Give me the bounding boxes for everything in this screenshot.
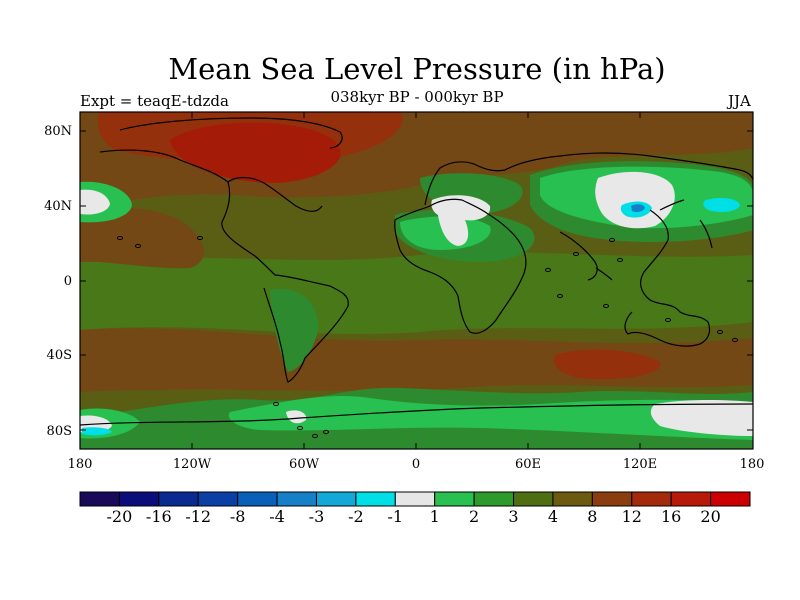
island-outline [323, 429, 329, 435]
cyan-antarctic-spot [82, 427, 112, 436]
lon-label-120e: 120E [622, 457, 658, 472]
lat-label-40n: 40N [44, 199, 72, 214]
colorbar-label: 8 [587, 507, 598, 526]
island-outline [545, 267, 551, 273]
lon-label-60w: 60W [289, 457, 319, 472]
colorbar-swatch [552, 491, 593, 507]
colorbar-swatch [315, 491, 357, 507]
colorbar-label: -16 [145, 507, 172, 526]
island-outline [297, 425, 303, 431]
brown-pacific-region [80, 208, 204, 269]
white-west-pacific [80, 189, 110, 215]
bright-green-antarctic [228, 395, 753, 440]
colorbar-label: -20 [106, 507, 133, 526]
colorbar-label: -8 [229, 507, 246, 526]
island-outline [312, 433, 318, 439]
colorbar-swatch [670, 491, 712, 507]
lon-label-180e: 180 [739, 457, 765, 472]
island-outline [732, 337, 738, 343]
colorbar-swatch [158, 491, 199, 507]
colorbar-swatch [79, 491, 120, 507]
colorbar-label: 2 [469, 507, 480, 526]
island-outline [617, 257, 623, 263]
colorbar-label: -12 [185, 507, 212, 526]
island-outlines [117, 235, 738, 439]
season-label: JJA [728, 92, 751, 110]
colorbar-label: 4 [547, 507, 559, 526]
colorbar-label: -3 [308, 507, 325, 526]
colorbar-swatch [710, 491, 751, 507]
colorbar-label: 12 [621, 507, 642, 526]
white-east-antarctica [650, 400, 753, 436]
lat-label-80s: 80S [46, 424, 72, 439]
lat-label-equator: 0 [63, 274, 72, 289]
lon-label-0: 0 [411, 457, 421, 472]
colorbar-swatch [513, 491, 554, 507]
colorbar-swatch [473, 491, 515, 507]
lon-label-180w: 180 [67, 457, 93, 472]
red-canada-high [170, 122, 341, 183]
tropical-green-band [80, 252, 753, 334]
colorbar-label: 3 [508, 507, 519, 526]
colorbar-label: 1 [429, 507, 440, 526]
colorbar-label: 20 [700, 507, 721, 526]
colorbar-label: -2 [348, 507, 364, 526]
white-mediterranean [431, 195, 491, 246]
colorbar-swatch [197, 491, 239, 507]
colorbar-swatch [118, 491, 160, 507]
colorbar-label: 16 [660, 507, 682, 526]
colorbar-swatch [276, 491, 317, 507]
colorbar-label: -4 [269, 507, 285, 526]
colorbar-swatch [355, 491, 396, 507]
island-outline [717, 329, 723, 335]
map-title: Mean Sea Level Pressure (in hPa) [168, 52, 666, 86]
island-outline [135, 243, 141, 249]
blue-east-asia-core [631, 204, 645, 212]
colorbar-swatch [631, 491, 672, 507]
lat-label-80n: 80N [44, 124, 72, 139]
island-outline [557, 293, 563, 299]
island-outline [665, 317, 671, 323]
island-outline [603, 303, 609, 309]
cyan-pacific-center [703, 197, 740, 213]
island-outline [273, 401, 279, 407]
lon-label-120w: 120W [172, 457, 212, 472]
experiment-label: Expt = teaqE-tdzda [80, 92, 229, 110]
pressure-field [80, 112, 753, 449]
axis-ticks [79, 112, 754, 449]
white-weddell-sea [286, 410, 307, 424]
island-outline [573, 251, 579, 257]
colorbar-label: -1 [387, 507, 404, 526]
lon-label-60e: 60E [514, 457, 542, 472]
colorbar-swatch [591, 491, 633, 507]
island-outline [117, 235, 123, 241]
map-subtitle: 038kyr BP - 000kyr BP [330, 88, 504, 106]
colorbar [79, 491, 751, 507]
colorbar-swatch [394, 491, 436, 507]
island-outline [197, 235, 203, 241]
coastlines [80, 117, 753, 426]
lat-label-40s: 40S [46, 348, 72, 363]
colorbar-swatch [237, 491, 278, 507]
colorbar-swatch [434, 491, 475, 507]
island-outline [609, 237, 615, 243]
brown-south-indian-ocean [553, 349, 661, 380]
